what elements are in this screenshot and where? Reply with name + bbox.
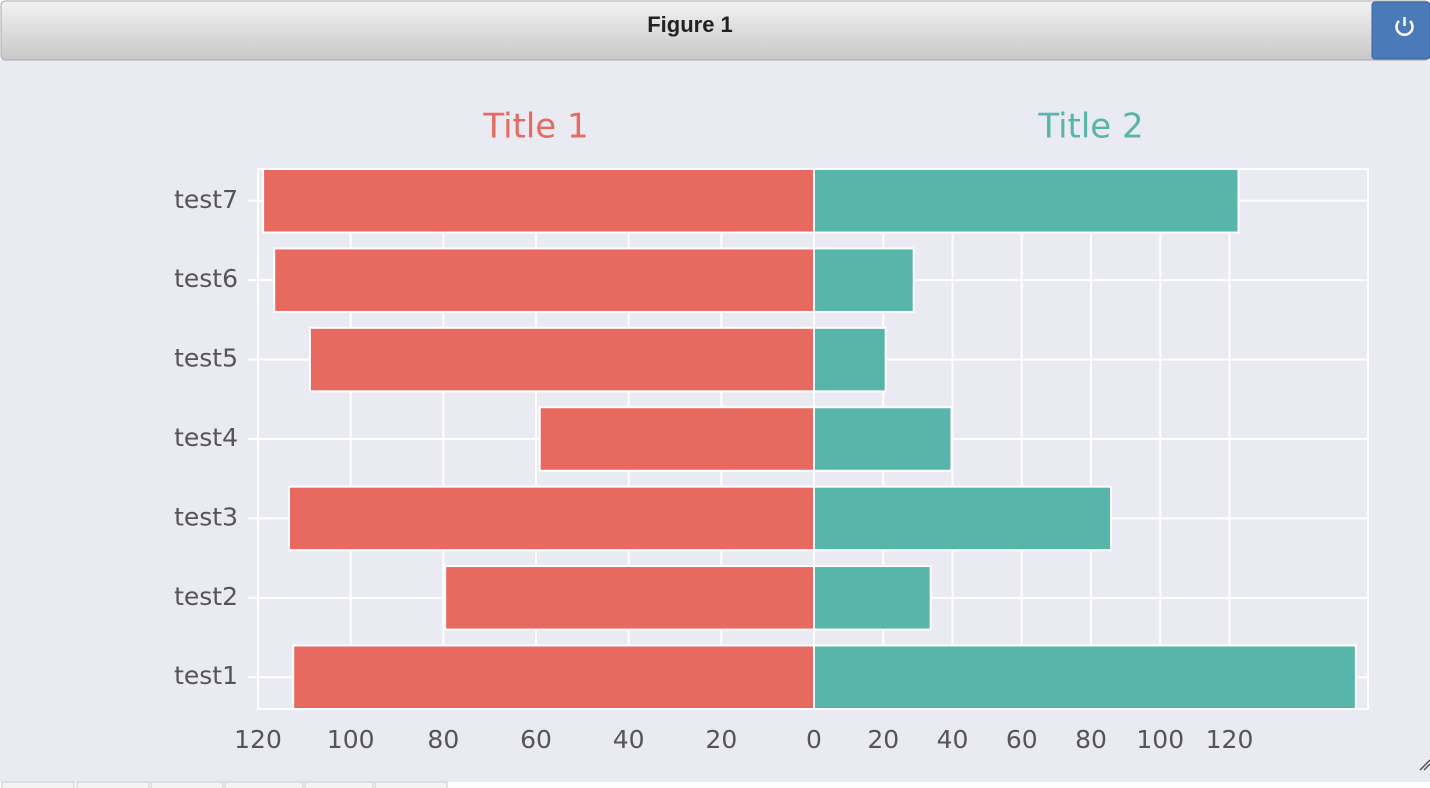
x-tick-label: 40 (613, 725, 645, 754)
x-tick-label: 80 (1075, 725, 1107, 754)
bar (813, 485, 1113, 552)
bar (308, 326, 815, 393)
bar (273, 247, 815, 313)
y-tick-label: test2 (174, 582, 238, 611)
y-tick-label: test6 (174, 264, 238, 293)
bar (262, 168, 815, 234)
bar (813, 168, 1240, 234)
chart-title: Title 2 (1037, 107, 1143, 147)
bar (444, 565, 815, 631)
x-tick-label: 60 (1006, 725, 1038, 754)
axes-frame (813, 168, 1369, 710)
bar (288, 485, 815, 552)
bar (538, 406, 815, 472)
resize-handle (1419, 759, 1430, 771)
x-tick-label: 120 (1206, 725, 1254, 754)
bar (813, 406, 953, 472)
close-button[interactable] (1371, 1, 1430, 60)
y-tick-label: test1 (174, 661, 238, 690)
bar (813, 565, 932, 631)
x-tick-label: 80 (427, 725, 459, 754)
toolbar (1, 781, 448, 788)
bar (292, 644, 816, 710)
x-tick-label: 100 (327, 725, 375, 754)
y-tick-label: test5 (174, 344, 238, 373)
x-tick-label: 60 (520, 725, 552, 754)
bar (813, 326, 887, 393)
y-tick-label: test3 (174, 502, 238, 531)
bar (813, 644, 1357, 710)
x-tick-label: 120 (234, 725, 282, 754)
x-tick-label: 20 (867, 725, 899, 754)
window-title: Figure 1 (647, 12, 733, 37)
chart-title: Title 1 (482, 107, 588, 147)
x-tick-label: 20 (705, 725, 737, 754)
y-tick-label: test4 (174, 423, 238, 452)
x-tick-label: 100 (1136, 725, 1184, 754)
x-tick-label: 0 (806, 725, 822, 754)
y-tick-label: test7 (174, 185, 238, 214)
x-tick-label: 40 (937, 725, 969, 754)
bar (813, 247, 915, 313)
